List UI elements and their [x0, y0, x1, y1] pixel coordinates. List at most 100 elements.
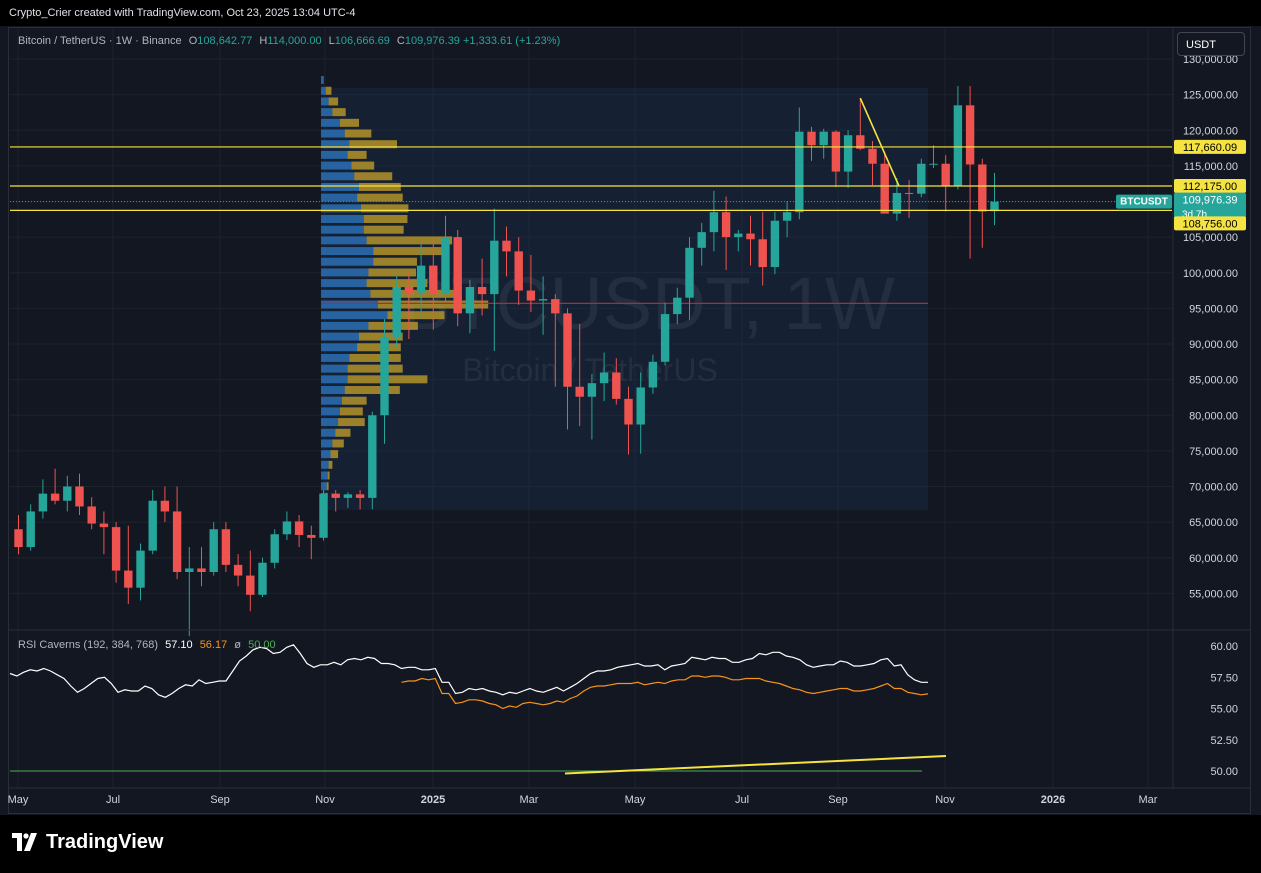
volume-profile-down-bar [359, 332, 403, 341]
low-label: L [328, 35, 335, 47]
candle-body [782, 212, 792, 221]
volume-profile-down-bar [341, 396, 367, 405]
volume-profile-up-bar [321, 375, 348, 384]
volume-profile-up-bar [321, 418, 339, 427]
volume-profile-up-bar [321, 482, 327, 491]
candle-body [258, 562, 267, 595]
price-tick-label: 65,000.00 [1189, 517, 1238, 529]
candle-body [490, 240, 499, 295]
candle-body [795, 131, 804, 213]
volume-profile-down-bar [368, 268, 416, 277]
volume-profile-up-bar [321, 332, 359, 341]
last-price-label: 109,976.39 [1182, 195, 1237, 207]
time-tick-label: 2025 [421, 794, 445, 806]
candle-body [282, 521, 292, 535]
candle-body [233, 564, 243, 576]
volume-profile-down-bar [357, 193, 403, 202]
candle-body [307, 534, 316, 538]
candle-body [685, 247, 694, 298]
symbol-tag-bg [1116, 194, 1172, 209]
volume-profile-up-bar [321, 460, 329, 469]
candle-body [197, 568, 206, 572]
time-tick-label: Jul [735, 794, 749, 806]
volume-profile-up-bar [321, 268, 369, 277]
volume-profile-down-bar [349, 353, 401, 362]
price-tick-label: 75,000.00 [1189, 446, 1238, 458]
candle-body [355, 494, 365, 498]
volume-profile-up-bar [321, 353, 350, 362]
bar-countdown: 3d 7h [1182, 210, 1207, 221]
volume-profile-down-bar [351, 161, 375, 170]
candle-body [917, 163, 926, 194]
candle-body [551, 299, 560, 314]
candle-body [368, 415, 377, 498]
candle-body [26, 511, 35, 548]
candle-body [941, 163, 950, 186]
volume-profile-up-bar [321, 140, 350, 149]
indicator-name[interactable]: RSI Caverns (192, 384, 768) [18, 639, 159, 651]
time-tick-label: Mar [1139, 794, 1158, 806]
indicator-legend[interactable]: RSI Caverns (192, 384, 768) 57.10 56.17 … [18, 639, 276, 651]
symbol-tag: BTCUSDT [1120, 197, 1168, 208]
time-tick-label: Jul [106, 794, 120, 806]
candle-body [721, 212, 731, 238]
volume-profile-down-bar [326, 482, 329, 491]
price-tick-label: 105,000.00 [1183, 232, 1238, 244]
candle-body [63, 486, 72, 501]
volume-profile-down-bar [359, 182, 401, 191]
volume-profile-up-bar [321, 407, 340, 416]
candle-body [87, 506, 96, 524]
rsi-axis[interactable]: 50.00 52.50 55.00 57.50 60.00 [1210, 641, 1238, 778]
volume-profile-down-bar [354, 172, 393, 181]
rsi-pane [9, 644, 947, 775]
time-axis[interactable]: May Jul Sep Nov 2025 Mar May Jul Sep Nov 2026 Mar [8, 794, 1158, 806]
candle-body [75, 486, 84, 507]
change-value: +1,333.61 (+1.23%) [463, 35, 561, 47]
candle-body [587, 383, 597, 397]
candle-body [978, 164, 987, 212]
candle-body [904, 192, 914, 194]
volume-profile-down-bar [349, 140, 397, 149]
volume-profile-up-bar [321, 450, 331, 459]
candle-body [14, 529, 23, 548]
candle-body [514, 251, 523, 291]
candle-body [331, 493, 340, 498]
open-label: O [188, 35, 198, 47]
rsi-trendline [564, 755, 947, 775]
candle-body [660, 314, 670, 362]
price-tick-label: 90,000.00 [1189, 339, 1238, 351]
volume-profile-up-bar [321, 439, 333, 448]
candle-body [148, 500, 157, 551]
volume-profile-down-bar [328, 460, 333, 469]
candle-body [538, 299, 548, 301]
rsi-main-line [9, 644, 928, 698]
candle-body [965, 105, 975, 165]
candle-body [380, 336, 389, 416]
candle-body [856, 135, 865, 149]
candle-body [526, 290, 536, 301]
time-tick-label: Mar [520, 794, 539, 806]
candle-body [221, 529, 231, 565]
volume-profile-up-bar [321, 215, 364, 224]
candle-body [636, 387, 645, 425]
volume-profile-down-bar [335, 428, 351, 437]
candle-body [709, 212, 719, 233]
volume-profile-up-bar [321, 97, 329, 106]
symbol-legend[interactable]: Bitcoin / TetherUS · 1W · Binance O108,6… [18, 35, 560, 47]
volume-profile-up-bar [321, 182, 359, 191]
symbol-name[interactable]: Bitcoin / TetherUS · 1W · Binance [18, 35, 182, 47]
indicator-value-3-prefix: ø [234, 639, 242, 651]
tradingview-logo: TradingView [46, 831, 164, 853]
volume-profile-down-bar [363, 225, 404, 234]
horizontal-levels[interactable] [10, 146, 1172, 211]
currency-button[interactable]: USDT [1177, 32, 1245, 56]
high-label: H [259, 35, 268, 47]
watermark-name: Bitcoin / TetherUS [462, 352, 718, 388]
price-tick-label: 85,000.00 [1189, 375, 1238, 387]
price-axis[interactable]: 55,000.00 60,000.00 65,000.00 70,000.00 75,0… [1183, 54, 1238, 600]
price-trendline[interactable] [859, 97, 900, 187]
candle-body [50, 493, 60, 501]
price-tick-label: 115,000.00 [1184, 161, 1238, 173]
level-label-3-bg [1174, 216, 1246, 231]
